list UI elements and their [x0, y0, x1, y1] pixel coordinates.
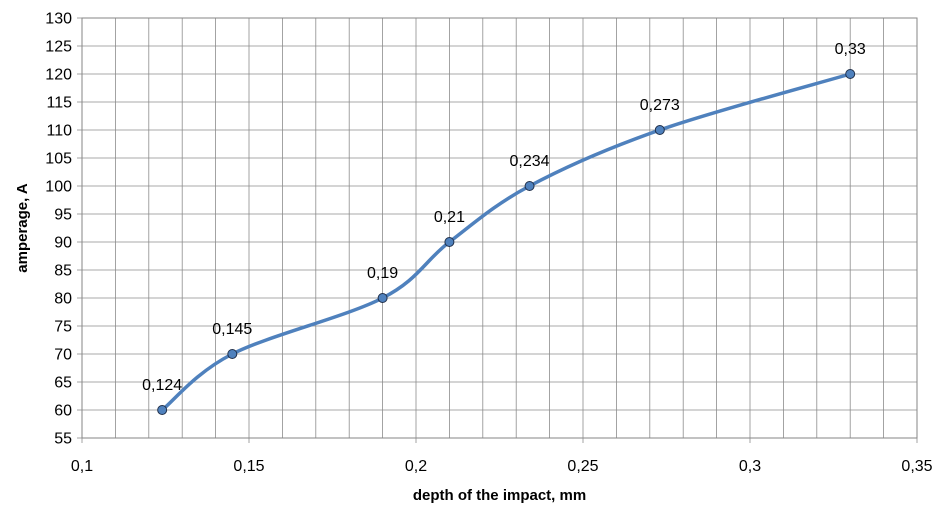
y-tick-label: 120: [45, 67, 72, 84]
data-label: 0,234: [510, 153, 550, 170]
x-tick-label: 0,1: [71, 458, 93, 475]
data-label: 0,21: [434, 209, 465, 226]
x-tick-label: 0,15: [233, 458, 264, 475]
data-label: 0,145: [212, 321, 252, 338]
x-tick-label: 0,2: [405, 458, 427, 475]
x-tick-labels: 0,1 0,15 0,2 0,25 0,3 0,35: [71, 458, 933, 475]
y-tick-label: 65: [54, 375, 72, 392]
y-tick-label: 90: [54, 235, 72, 252]
y-tick-label: 115: [46, 95, 72, 112]
series-line: [160, 72, 852, 412]
x-tick-label: 0,35: [901, 458, 932, 475]
x-tick-label: 0,25: [567, 458, 598, 475]
grid: [77, 17, 918, 443]
data-point: [157, 405, 168, 415]
y-tick-label: 60: [54, 403, 72, 420]
data-label: 0,124: [142, 377, 182, 394]
plot-area-border: [81, 17, 918, 439]
data-points: [157, 69, 856, 415]
y-tick-label: 130: [45, 11, 72, 28]
x-axis-title: depth of the impact, mm: [413, 487, 586, 504]
y-tick-label: 100: [45, 179, 72, 196]
y-axis-title: amperage, A: [14, 183, 31, 273]
y-tick-label: 75: [54, 319, 72, 336]
data-label: 0,19: [367, 265, 398, 282]
data-labels: 0,124 0,145 0,19 0,21 0,234 0,273 0,33: [142, 41, 866, 394]
data-label: 0,273: [640, 97, 680, 114]
y-tick-label: 80: [54, 291, 72, 308]
data-point: [654, 125, 665, 135]
y-tick-labels: 55 60 65 70 75 80 85 90 95 100 105 110 115 120 125 130: [45, 11, 72, 448]
y-tick-label: 110: [46, 123, 72, 140]
data-point: [845, 69, 856, 79]
x-tick-label: 0,3: [739, 458, 761, 475]
data-point: [377, 293, 388, 303]
data-point: [227, 349, 238, 359]
y-tick-label: 125: [45, 39, 72, 56]
y-tick-label: 105: [45, 151, 72, 168]
y-tick-label: 85: [54, 263, 72, 280]
y-tick-label: 55: [54, 431, 72, 448]
data-point: [444, 237, 455, 247]
y-tick-label: 95: [54, 207, 72, 224]
data-label: 0,33: [835, 41, 866, 58]
data-point: [524, 181, 535, 191]
y-tick-label: 70: [54, 347, 72, 364]
